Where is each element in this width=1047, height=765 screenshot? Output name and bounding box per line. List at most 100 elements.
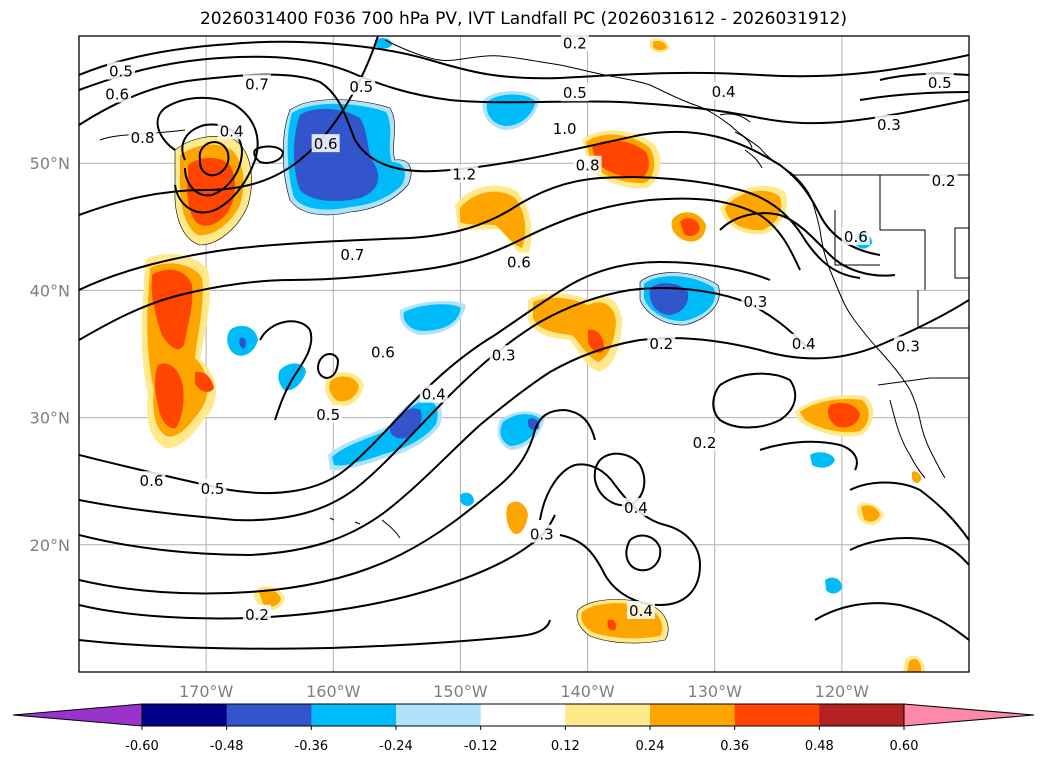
colorbar-tick-label: 0.12 <box>551 739 580 754</box>
svg-text:0.4: 0.4 <box>624 499 648 517</box>
contour-label: 0.6 <box>368 342 397 362</box>
plot-area <box>79 36 969 672</box>
svg-text:0.6: 0.6 <box>844 228 868 246</box>
negative-anomaly-central-east <box>640 272 720 326</box>
svg-text:0.6: 0.6 <box>507 253 531 271</box>
colorbar-segment <box>650 704 736 726</box>
colorbar-segment <box>311 704 397 726</box>
colorbar-segment <box>734 704 820 726</box>
contour-label: 0.4 <box>789 333 818 353</box>
svg-text:0.6: 0.6 <box>371 344 395 362</box>
contour-label: 0.8 <box>128 127 157 147</box>
contour-label: 0.5 <box>106 61 135 81</box>
contour-label: 0.6 <box>311 134 340 153</box>
svg-text:0.5: 0.5 <box>109 63 133 81</box>
contour-label: 0.6 <box>841 226 870 246</box>
colorbar-tick-label: -0.36 <box>295 739 329 754</box>
lon-tick-label: 150°W <box>433 682 488 701</box>
svg-text:0.2: 0.2 <box>563 35 587 53</box>
shaded-pc-field <box>141 37 925 672</box>
svg-text:0.5: 0.5 <box>201 480 225 498</box>
svg-text:0.3: 0.3 <box>877 116 901 134</box>
colorbar-tick-label: -0.24 <box>379 739 413 754</box>
svg-text:0.4: 0.4 <box>629 602 653 620</box>
svg-text:0.6: 0.6 <box>314 135 338 153</box>
colorbar-tick-label: 0.60 <box>890 739 919 754</box>
lat-tick-label: 40°N <box>30 281 70 300</box>
contour-label: 0.5 <box>198 478 227 498</box>
contour-label: 1.0 <box>550 118 579 138</box>
negative-anomaly-mid <box>227 300 466 391</box>
latitude-tick-labels: 20°N 30°N 40°N 50°N <box>30 154 70 555</box>
lon-tick-label: 120°W <box>815 682 870 701</box>
contour-label: 0.5 <box>314 405 343 424</box>
colorbar-segment <box>819 704 905 726</box>
contour-labels: 0.5 0.6 0.7 0.5 0.2 0.5 1.0 0.4 0.5 0.3 0.2 0.8 0.4 0… <box>103 33 958 624</box>
colorbar-extend-low <box>12 703 143 727</box>
svg-text:1.2: 1.2 <box>452 166 476 184</box>
colorbar-segment <box>226 704 312 726</box>
positive-anomaly-gulf <box>582 130 661 189</box>
svg-text:0.5: 0.5 <box>928 74 952 92</box>
contour-label: 0.3 <box>741 291 770 311</box>
colorbar-segment <box>142 704 228 726</box>
svg-text:0.3: 0.3 <box>530 526 554 544</box>
map-frame <box>78 35 970 673</box>
contour-label: 0.5 <box>347 76 376 96</box>
svg-text:0.5: 0.5 <box>349 78 373 96</box>
colorbar-tick-label: -0.48 <box>210 739 244 754</box>
shade-outlines <box>174 99 720 644</box>
positive-anomaly-north-central <box>455 185 532 256</box>
svg-text:1.0: 1.0 <box>553 120 577 138</box>
contour-label: 0.2 <box>243 604 271 624</box>
lon-tick-label: 170°W <box>179 682 234 701</box>
contour-label: 0.2 <box>929 171 958 190</box>
contour-label: 0.5 <box>925 73 954 92</box>
coastlines <box>99 39 969 539</box>
svg-text:0.3: 0.3 <box>896 337 920 355</box>
contour-label: 0.6 <box>504 252 533 271</box>
contour-label: 1.2 <box>450 164 479 184</box>
contour-label: 0.2 <box>647 333 676 353</box>
svg-text:0.6: 0.6 <box>140 472 164 490</box>
colorbar-segment <box>480 704 566 726</box>
contour-label: 0.6 <box>103 84 132 104</box>
colorbar-extend-high <box>903 703 1035 727</box>
lat-tick-label: 20°N <box>30 536 70 555</box>
contour-label: 0.7 <box>243 74 271 93</box>
map-title: 2026031400 F036 700 hPa PV, IVT Landfall… <box>199 9 847 29</box>
svg-text:0.4: 0.4 <box>422 386 446 404</box>
colorbar-tick-label: 0.36 <box>720 739 749 754</box>
colorbar-tick-label: 0.48 <box>805 739 834 754</box>
colorbar-labels: -0.60 -0.48 -0.36 -0.24 -0.12 0.12 0.24 0.36 0.4… <box>125 726 918 754</box>
positive-anomaly-small <box>254 38 925 672</box>
svg-text:0.4: 0.4 <box>712 83 736 101</box>
svg-text:0.6: 0.6 <box>105 86 129 104</box>
lat-tick-label: 50°N <box>30 154 70 173</box>
contour-label: 0.4 <box>709 81 738 101</box>
contour-label: 0.4 <box>419 384 448 404</box>
gridlines <box>79 36 969 672</box>
contour-label: 0.3 <box>874 115 903 134</box>
lon-tick-label: 130°W <box>688 682 743 701</box>
svg-text:0.2: 0.2 <box>245 606 269 624</box>
colorbar-tick-label: 0.24 <box>636 739 665 754</box>
svg-text:0.4: 0.4 <box>220 122 244 140</box>
contour-label: 0.2 <box>690 433 719 452</box>
svg-text:0.8: 0.8 <box>131 129 155 147</box>
contour-label: 0.5 <box>560 83 589 102</box>
svg-text:0.8: 0.8 <box>576 157 600 175</box>
colorbar-tick-label: -0.60 <box>125 739 159 754</box>
colorbar-tick-label: -0.12 <box>464 739 498 754</box>
contour-label: 0.3 <box>527 524 556 544</box>
contour-label: 0.3 <box>489 345 518 364</box>
contour-label: 0.7 <box>338 244 367 264</box>
lat-tick-label: 30°N <box>30 409 70 428</box>
pv-contours <box>79 36 969 650</box>
svg-text:0.3: 0.3 <box>743 293 767 311</box>
contour-label: 0.4 <box>217 121 246 140</box>
svg-text:0.4: 0.4 <box>792 335 816 353</box>
svg-text:0.3: 0.3 <box>492 346 516 364</box>
svg-text:0.5: 0.5 <box>563 84 587 102</box>
